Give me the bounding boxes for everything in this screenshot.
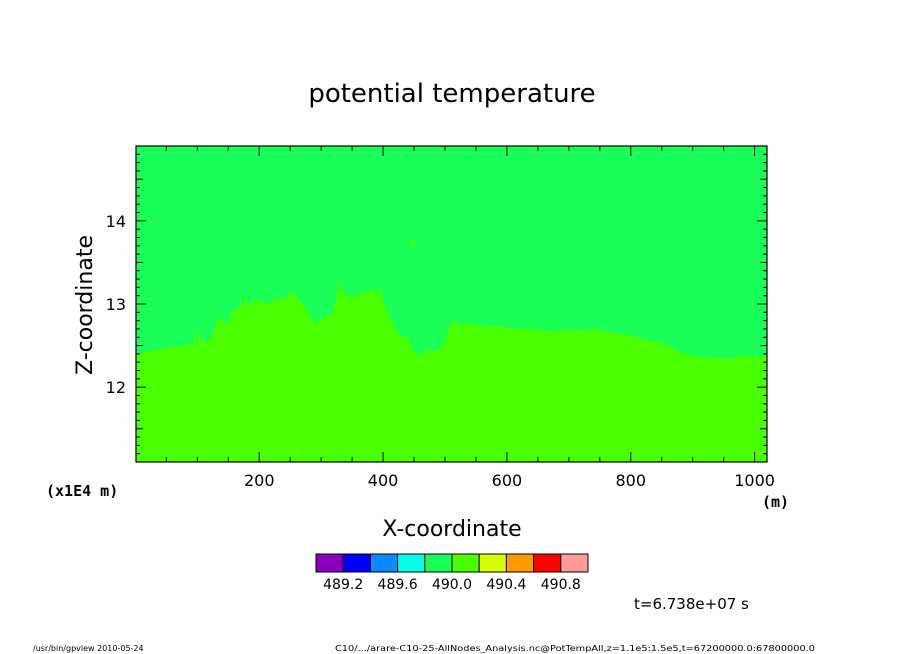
footer-left: /usr/bin/gpview 2010-05-24 — [33, 644, 144, 653]
colorbar-swatch — [451, 553, 480, 573]
x-tick-label: 1000 — [734, 471, 775, 490]
footer-right: C10/.../arare-C10-25-AllNodes_Analysis.n… — [335, 644, 815, 653]
y-axis: 12 13 14 — [106, 153, 767, 455]
x-unit-label: (m) — [762, 493, 789, 511]
speck-mark — [411, 239, 415, 248]
y-tick-label: 12 — [106, 378, 126, 397]
colorbar-label: 490.0 — [432, 577, 472, 593]
colorbar-swatch — [397, 553, 426, 573]
x-tick-label: 200 — [244, 471, 275, 490]
colorbar — [315, 553, 589, 573]
x-tick-label: 800 — [615, 471, 646, 490]
y-tick-label: 14 — [106, 212, 126, 231]
y-tick-label: 13 — [106, 295, 126, 314]
x-axis-label: X-coordinate — [382, 517, 521, 542]
colorbar-labels: 489.2 489.6 490.0 490.4 490.8 — [323, 577, 581, 593]
plot-area — [135, 145, 768, 463]
colorbar-swatch — [369, 553, 399, 573]
colorbar-label: 489.2 — [323, 577, 363, 593]
x-tick-label: 400 — [368, 471, 399, 490]
time-label: t=6.738e+07 s — [634, 595, 749, 613]
chart-title: potential temperature — [308, 79, 595, 109]
colorbar-swatch — [342, 553, 371, 573]
x-tick-label: 600 — [492, 471, 523, 490]
colorbar-swatch — [315, 553, 344, 573]
x-axis: 200 400 600 800 1000 — [165, 146, 775, 490]
colorbar-label: 490.8 — [541, 577, 581, 593]
y-scale-note: (x1E4 m) — [46, 482, 118, 500]
colorbar-label: 490.4 — [486, 577, 526, 593]
colorbar-label: 489.6 — [378, 577, 418, 593]
colorbar-swatch — [478, 553, 507, 573]
lower-region — [136, 279, 767, 462]
y-axis-label: Z-coordinate — [73, 235, 98, 375]
colorbar-swatch — [505, 553, 535, 573]
colorbar-swatch — [533, 553, 562, 573]
colorbar-swatch — [560, 553, 589, 573]
colorbar-swatch — [424, 553, 453, 573]
